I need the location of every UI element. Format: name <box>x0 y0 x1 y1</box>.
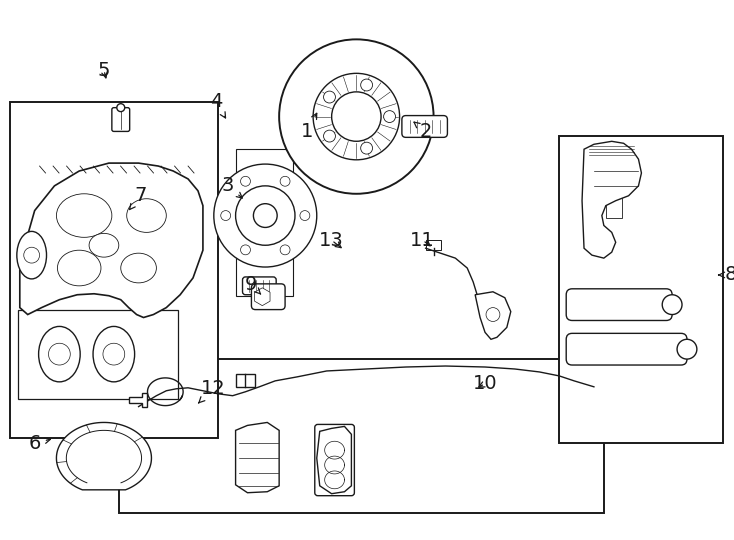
Circle shape <box>23 247 40 263</box>
Ellipse shape <box>121 253 156 283</box>
Circle shape <box>241 177 250 186</box>
Polygon shape <box>317 427 352 494</box>
Text: 1: 1 <box>301 113 317 141</box>
Ellipse shape <box>39 326 80 382</box>
Circle shape <box>279 39 434 194</box>
Bar <box>236 374 255 387</box>
Bar <box>10 102 218 438</box>
Text: 7: 7 <box>129 186 147 210</box>
FancyBboxPatch shape <box>112 107 130 131</box>
Text: 6: 6 <box>29 434 51 453</box>
Circle shape <box>324 130 335 142</box>
Circle shape <box>280 177 290 186</box>
Polygon shape <box>582 141 642 258</box>
Ellipse shape <box>57 250 101 286</box>
Circle shape <box>324 91 335 103</box>
FancyBboxPatch shape <box>566 289 672 320</box>
Polygon shape <box>236 422 279 492</box>
FancyBboxPatch shape <box>402 116 448 137</box>
Circle shape <box>360 142 373 154</box>
Circle shape <box>48 343 70 365</box>
FancyBboxPatch shape <box>242 277 276 295</box>
Bar <box>236 149 293 296</box>
Text: 11: 11 <box>410 231 435 250</box>
Text: 8: 8 <box>719 266 734 285</box>
Bar <box>426 240 441 250</box>
Circle shape <box>384 111 396 123</box>
Ellipse shape <box>57 194 112 238</box>
Bar <box>18 309 178 399</box>
Ellipse shape <box>127 199 167 232</box>
FancyBboxPatch shape <box>566 333 687 365</box>
Bar <box>119 359 604 512</box>
Bar <box>606 196 622 218</box>
Circle shape <box>280 245 290 255</box>
Text: 3: 3 <box>222 177 242 198</box>
Ellipse shape <box>89 233 119 257</box>
Circle shape <box>360 79 373 91</box>
Circle shape <box>117 104 125 112</box>
Polygon shape <box>20 163 203 318</box>
Circle shape <box>236 186 295 245</box>
FancyBboxPatch shape <box>252 284 285 309</box>
Text: 10: 10 <box>473 374 498 393</box>
Ellipse shape <box>93 326 134 382</box>
Text: 5: 5 <box>98 60 110 79</box>
Bar <box>559 137 722 443</box>
Ellipse shape <box>17 232 46 279</box>
Text: 2: 2 <box>414 122 432 141</box>
Polygon shape <box>57 422 151 490</box>
Text: 4: 4 <box>210 92 225 118</box>
Circle shape <box>300 211 310 220</box>
Text: 12: 12 <box>198 379 225 403</box>
Circle shape <box>214 164 317 267</box>
Circle shape <box>221 211 230 220</box>
Polygon shape <box>475 292 511 339</box>
Circle shape <box>662 295 682 314</box>
Circle shape <box>103 343 125 365</box>
Polygon shape <box>128 393 147 407</box>
Circle shape <box>253 204 277 227</box>
Circle shape <box>677 339 697 359</box>
Circle shape <box>241 245 250 255</box>
Text: 9: 9 <box>245 275 261 294</box>
Circle shape <box>486 308 500 321</box>
Text: 13: 13 <box>319 231 344 250</box>
Circle shape <box>332 92 381 141</box>
Circle shape <box>313 73 399 160</box>
